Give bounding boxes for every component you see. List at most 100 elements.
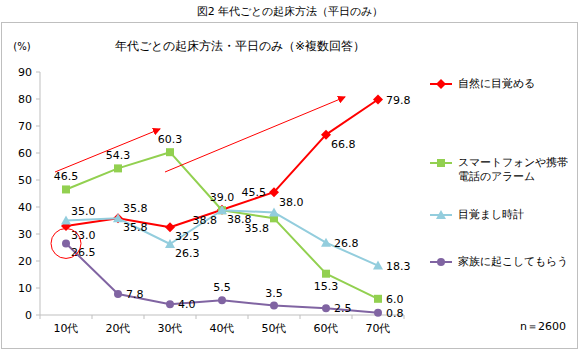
data-label: 0.8 bbox=[386, 307, 404, 320]
x-tick-label: 60代 bbox=[314, 322, 339, 335]
x-tick bbox=[40, 315, 41, 319]
legend-marker bbox=[437, 258, 445, 266]
legend-label: 家族に起こしてもらう bbox=[458, 255, 572, 269]
data-point bbox=[374, 295, 382, 303]
annotation-circle bbox=[51, 228, 81, 258]
y-tick bbox=[36, 207, 40, 208]
annotation-shapes bbox=[51, 97, 345, 258]
y-tick bbox=[36, 261, 40, 262]
data-label: 38.8 bbox=[193, 214, 218, 227]
data-point bbox=[113, 213, 123, 222]
x-tick bbox=[300, 315, 301, 319]
y-tick-label: 0 bbox=[25, 309, 32, 322]
data-labels: 33.035.832.539.045.566.879.846.554.360.3… bbox=[54, 94, 411, 320]
data-label: 60.3 bbox=[158, 133, 183, 146]
legend-item bbox=[430, 159, 452, 167]
plot-marks bbox=[61, 95, 383, 317]
data-label: 32.5 bbox=[175, 230, 200, 243]
data-label: 79.8 bbox=[386, 94, 411, 107]
data-label: 6.0 bbox=[386, 293, 404, 306]
data-point bbox=[321, 130, 331, 140]
y-axis-line bbox=[40, 72, 41, 315]
x-tick-label: 30代 bbox=[158, 322, 183, 335]
y-tick-label: 60 bbox=[18, 147, 32, 160]
data-label: 38.8 bbox=[227, 213, 252, 226]
title: 図2 年代ごとの起床方法（平日のみ） bbox=[197, 5, 384, 18]
y-tick bbox=[36, 153, 40, 154]
data-point bbox=[114, 290, 122, 298]
data-point bbox=[322, 304, 330, 312]
data-label: 4.0 bbox=[178, 298, 196, 311]
y-tick-label: 80 bbox=[18, 93, 32, 106]
x-tick-label: 40代 bbox=[210, 322, 235, 335]
data-label: 38.0 bbox=[279, 196, 304, 209]
data-point bbox=[217, 205, 227, 214]
data-point bbox=[166, 300, 174, 308]
data-point bbox=[321, 238, 331, 247]
series-line bbox=[66, 243, 378, 312]
y-tick-label: 30 bbox=[18, 228, 32, 241]
data-label: 26.8 bbox=[334, 237, 359, 250]
annotation-arrow bbox=[55, 129, 160, 172]
data-label: 46.5 bbox=[54, 170, 79, 183]
data-label: 39.0 bbox=[210, 191, 235, 204]
data-label: 3.5 bbox=[265, 287, 283, 300]
y-tick bbox=[36, 99, 40, 100]
data-point bbox=[62, 185, 70, 193]
x-tick-label: 70代 bbox=[366, 322, 391, 335]
data-point bbox=[165, 239, 175, 248]
x-tick bbox=[92, 315, 93, 319]
series-line bbox=[66, 210, 378, 265]
data-label: 35.0 bbox=[71, 205, 96, 218]
data-point bbox=[62, 239, 70, 247]
annotation: n＝2600 bbox=[520, 320, 566, 333]
data-label: 15.3 bbox=[314, 280, 339, 293]
y-tick bbox=[36, 234, 40, 235]
data-point bbox=[270, 302, 278, 310]
subtitle: 年代ごとの起床方法・平日のみ（※複数回答） bbox=[115, 39, 365, 53]
data-label: 2.5 bbox=[334, 302, 352, 315]
data-label: 35.8 bbox=[123, 221, 148, 234]
y-tick bbox=[36, 126, 40, 127]
y-tick-label: 90 bbox=[18, 66, 32, 79]
annotation-arrow bbox=[165, 97, 345, 172]
y-tick-label: 20 bbox=[18, 255, 32, 268]
y-tick-label: 10 bbox=[18, 282, 32, 295]
x-tick-label: 50代 bbox=[262, 322, 287, 335]
data-point bbox=[165, 222, 175, 232]
x-tick-end bbox=[404, 315, 405, 319]
data-point bbox=[61, 216, 71, 225]
x-tick-label: 10代 bbox=[54, 322, 79, 335]
legend-marker bbox=[436, 79, 446, 89]
x-tick bbox=[144, 315, 145, 319]
data-point bbox=[374, 309, 382, 317]
data-point bbox=[373, 261, 383, 270]
chart-root: 図2 年代ごとの起床方法（平日のみ） 年代ごとの起床方法・平日のみ（※複数回答） (… bbox=[0, 0, 580, 350]
data-label: 26.3 bbox=[175, 247, 200, 260]
legend-label: 自然に目覚める bbox=[458, 77, 572, 91]
data-label: 7.8 bbox=[126, 288, 144, 301]
data-point bbox=[114, 164, 122, 172]
y-tick bbox=[36, 180, 40, 181]
data-point bbox=[322, 270, 330, 278]
legend-label: 目覚まし時計 bbox=[458, 208, 572, 222]
data-label: 18.3 bbox=[386, 260, 411, 273]
legend-item bbox=[430, 79, 452, 89]
y-tick-label: 70 bbox=[18, 120, 32, 133]
x-tick bbox=[352, 315, 353, 319]
data-label: 66.8 bbox=[331, 138, 356, 151]
y-tick bbox=[36, 288, 40, 289]
legend-item bbox=[430, 258, 452, 266]
data-label: 45.5 bbox=[242, 186, 267, 199]
x-tick bbox=[196, 315, 197, 319]
chart-frame bbox=[2, 23, 578, 349]
data-label: 26.5 bbox=[71, 246, 96, 259]
y-tick bbox=[36, 315, 40, 316]
data-point bbox=[269, 207, 279, 216]
x-tick bbox=[248, 315, 249, 319]
legend-item bbox=[430, 210, 452, 219]
data-label: 54.3 bbox=[106, 149, 131, 162]
y-axis-label: (%) bbox=[13, 41, 30, 52]
y-tick-label: 50 bbox=[18, 174, 32, 187]
y-tick bbox=[36, 72, 40, 73]
